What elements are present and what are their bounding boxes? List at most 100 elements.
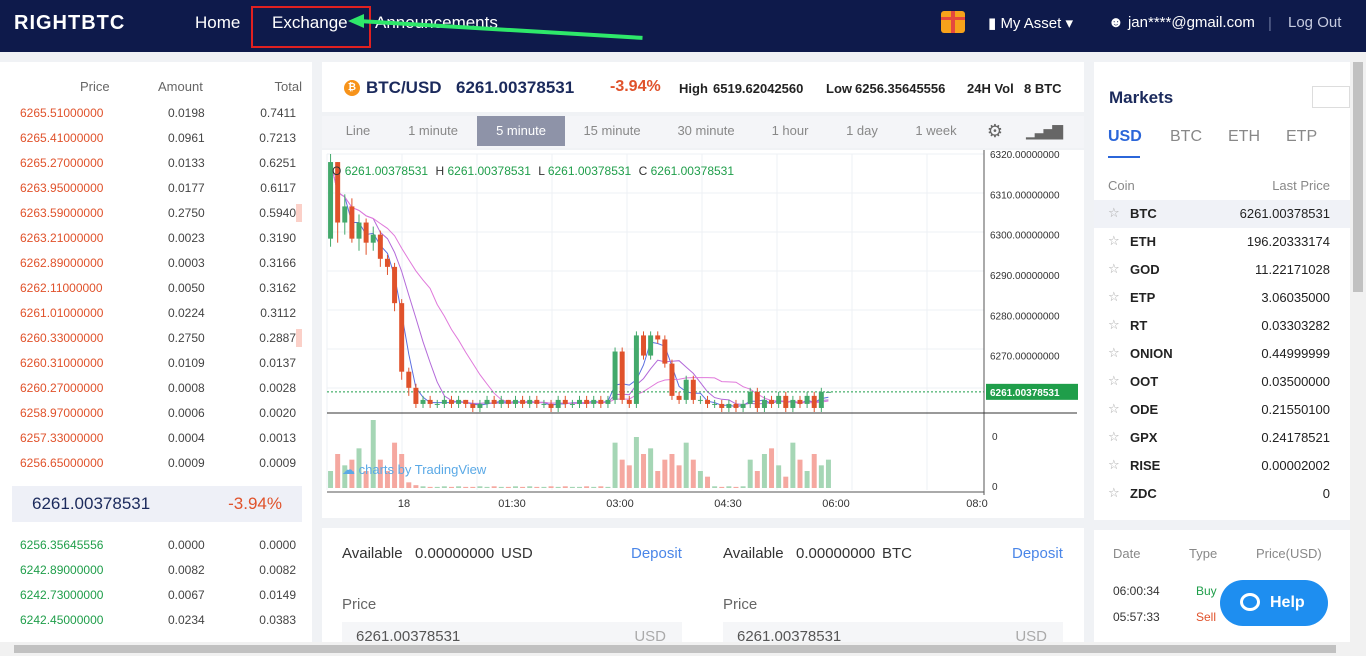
horizontal-scrollbar[interactable]: [0, 642, 1366, 656]
tab-eth[interactable]: ETH: [1228, 128, 1260, 145]
market-row[interactable]: ☆ GPX 0.24178521: [1094, 424, 1350, 452]
ob-ask-row[interactable]: 6263.95000000 0.0177 0.6117: [0, 181, 312, 206]
top-nav-bar: RIGHTBTC Home Exchange Announcements ▮ M…: [0, 0, 1366, 52]
ob-ask-row[interactable]: 6265.27000000 0.0133 0.6251: [0, 156, 312, 181]
ob-ask-row[interactable]: 6262.89000000 0.0003 0.3166: [0, 256, 312, 281]
interval-1-hour[interactable]: 1 hour: [771, 123, 809, 138]
market-coin: ODE: [1130, 402, 1159, 417]
market-row[interactable]: ☆ GOD 11.22171028: [1094, 256, 1350, 284]
ob-bid-amount: 0.0234: [168, 613, 205, 627]
candle-body: [399, 303, 405, 372]
x-tick-label: 04:30: [714, 498, 742, 510]
interval-1-day[interactable]: 1 day: [846, 123, 878, 138]
interval-30-minute[interactable]: 30 minute: [677, 123, 735, 138]
ob-ask-row[interactable]: 6256.65000000 0.0009 0.0009: [0, 456, 312, 481]
ob-ask-row[interactable]: 6263.59000000 0.2750 0.5940: [0, 204, 312, 231]
star-icon[interactable]: ☆: [1108, 345, 1120, 360]
market-row[interactable]: ☆ ETH 196.20333174: [1094, 228, 1350, 256]
my-asset-menu[interactable]: ▮ My Asset ▾: [988, 14, 1073, 32]
star-icon[interactable]: ☆: [1108, 485, 1120, 500]
candle-body: [683, 379, 689, 400]
market-coin: ZDC: [1130, 486, 1157, 501]
star-icon[interactable]: ☆: [1108, 373, 1120, 388]
star-icon[interactable]: ☆: [1108, 317, 1120, 332]
ob-ask-row[interactable]: 6262.11000000 0.0050 0.3162: [0, 281, 312, 306]
bitcoin-icon: ₿: [344, 80, 360, 96]
star-icon[interactable]: ☆: [1108, 457, 1120, 472]
price-chart[interactable]: 6320.00000000 6310.00000000 6300.00000000 6…: [322, 150, 1084, 518]
market-row[interactable]: ☆ BTC 6261.00378531: [1094, 200, 1350, 228]
logout-link[interactable]: Log Out: [1288, 14, 1342, 31]
candle-body: [541, 403, 547, 405]
market-row[interactable]: ☆ OOT 0.03500000: [1094, 368, 1350, 396]
buy-price-input[interactable]: 6261.00378531 USD: [342, 622, 682, 644]
market-row[interactable]: ☆ ODE 0.21550100: [1094, 396, 1350, 424]
tab-etp[interactable]: ETP: [1286, 128, 1318, 145]
star-icon[interactable]: ☆: [1108, 401, 1120, 416]
volume-bar: [655, 471, 661, 488]
market-row[interactable]: ☆ RT 0.03303282: [1094, 312, 1350, 340]
ob-ask-row[interactable]: 6261.01000000 0.0224 0.3112: [0, 306, 312, 331]
ob-bid-row[interactable]: 6256.35645556 0.0000 0.0000: [0, 538, 312, 563]
user-account[interactable]: ☻ jan****@gmail.com: [1108, 14, 1255, 31]
horizontal-scroll-thumb[interactable]: [14, 645, 1336, 653]
ob-ask-row[interactable]: 6257.33000000 0.0004 0.0013: [0, 431, 312, 456]
interval-15-minute[interactable]: 15 minute: [583, 123, 641, 138]
ob-ask-amount: 0.0133: [168, 156, 205, 170]
ob-ask-row[interactable]: 6265.51000000 0.0198 0.7411: [0, 106, 312, 131]
volume-bar: [548, 486, 554, 488]
indicators-icon[interactable]: ▁▃▅▇: [1026, 123, 1063, 139]
candlestick-chart[interactable]: 6320.00000000 6310.00000000 6300.00000000 6…: [322, 150, 1084, 518]
vertical-scrollbar[interactable]: [1350, 52, 1366, 642]
history-row-type: Buy: [1196, 584, 1217, 598]
market-row[interactable]: ☆ ETP 3.06035000: [1094, 284, 1350, 312]
star-icon[interactable]: ☆: [1108, 261, 1120, 276]
volume-bar: [641, 454, 647, 488]
help-button[interactable]: Help: [1220, 580, 1328, 626]
my-asset-label: My Asset: [1000, 15, 1062, 32]
vertical-scroll-thumb[interactable]: [1353, 62, 1363, 292]
buy-deposit-link[interactable]: Deposit: [631, 545, 682, 562]
sell-deposit-link[interactable]: Deposit: [1012, 545, 1063, 562]
ob-header-price: Price: [80, 79, 110, 94]
ticker-pair[interactable]: BTC/USD: [366, 78, 442, 97]
ticker-vol-label: 24H Vol: [967, 81, 1014, 96]
ob-ask-row[interactable]: 6263.21000000 0.0023 0.3190: [0, 231, 312, 256]
ob-bid-row[interactable]: 6242.89000000 0.0082 0.0082: [0, 563, 312, 588]
star-icon[interactable]: ☆: [1108, 233, 1120, 248]
logo[interactable]: RIGHTBTC: [14, 12, 126, 34]
ob-ask-row[interactable]: 6265.41000000 0.0961 0.7213: [0, 131, 312, 156]
volume-bar: [463, 486, 469, 488]
nav-home[interactable]: Home: [195, 13, 241, 32]
volume-bar: [384, 471, 390, 488]
gift-icon[interactable]: [941, 11, 965, 33]
ob-ask-row[interactable]: 6260.33000000 0.2750 0.2887: [0, 329, 312, 356]
candle-body: [328, 162, 334, 239]
ob-bid-row[interactable]: 6242.45000000 0.0234 0.0383: [0, 613, 312, 638]
nav-exchange[interactable]: Exchange: [272, 13, 348, 32]
interval-1-week[interactable]: 1 week: [915, 123, 957, 138]
ob-bid-row[interactable]: 6242.73000000 0.0067 0.0149: [0, 588, 312, 613]
ob-ask-row[interactable]: 6258.97000000 0.0006 0.0020: [0, 406, 312, 431]
sell-price-input[interactable]: 6261.00378531 USD: [723, 622, 1063, 644]
interval-5-minute[interactable]: 5 minute: [477, 116, 565, 146]
ob-ask-total: 0.7411: [260, 106, 296, 120]
ob-ask-price: 6263.95000000: [20, 181, 104, 195]
ob-ask-row[interactable]: 6260.27000000 0.0008 0.0028: [0, 381, 312, 406]
interval-1-minute[interactable]: 1 minute: [408, 123, 458, 138]
volume-bar: [491, 486, 497, 488]
gear-icon[interactable]: ⚙: [986, 121, 1004, 141]
volume-tick-label: 0: [992, 482, 998, 493]
market-row[interactable]: ☆ ONION 0.44999999: [1094, 340, 1350, 368]
market-row[interactable]: ☆ ZDC 0: [1094, 480, 1350, 508]
star-icon[interactable]: ☆: [1108, 205, 1120, 220]
interval-line[interactable]: Line: [345, 123, 371, 138]
star-icon[interactable]: ☆: [1108, 429, 1120, 444]
tab-underline: [1108, 156, 1140, 158]
star-icon[interactable]: ☆: [1108, 289, 1120, 304]
market-row[interactable]: ☆ RISE 0.00002002: [1094, 452, 1350, 480]
tab-usd[interactable]: USD: [1108, 128, 1142, 145]
tab-btc[interactable]: BTC: [1170, 128, 1202, 145]
ob-ask-row[interactable]: 6260.31000000 0.0109 0.0137: [0, 356, 312, 381]
markets-search-input[interactable]: [1312, 86, 1350, 108]
